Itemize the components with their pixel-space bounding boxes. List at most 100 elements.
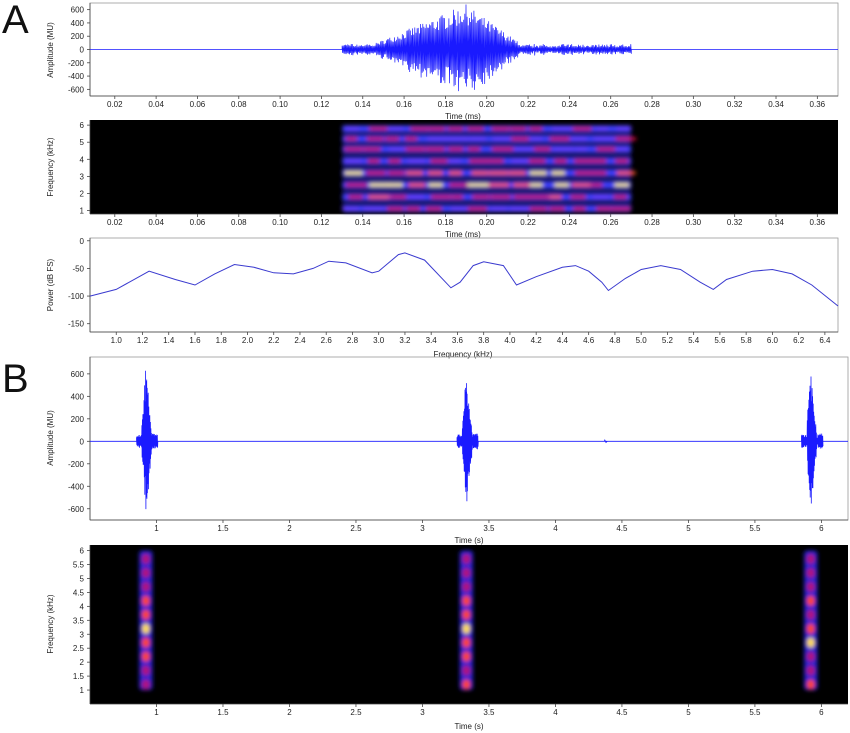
energy-patch (344, 159, 363, 163)
y-axis-label: Frequency (kHz) (46, 137, 55, 196)
x-tick-label: 2.5 (350, 708, 362, 717)
spectrogram-marks: 1 1.5 2 2.5 3 3.5 4 4.5 5 5.5 6 6 5.5 5 4.5 4 3.5 3 2.5 2 1.… (73, 545, 848, 717)
energy-patch (615, 137, 637, 141)
energy-patch (429, 159, 453, 163)
energy-patch (462, 595, 471, 606)
energy-patch (529, 207, 548, 211)
x-tick-label: 4.2 (531, 336, 543, 345)
energy-patch (448, 183, 471, 187)
x-tick-label: 4.0 (504, 336, 516, 345)
energy-patch (386, 183, 404, 187)
x-axis-label: Time (s) (454, 536, 483, 545)
waveform-marks: 1 1.5 2 2.5 3 3.5 4 4.5 5 5.5 6 600 400 200 0 -200 -400 -… (68, 357, 848, 533)
x-tick-label: 0.02 (107, 100, 123, 109)
x-tick-label: 5.5 (749, 708, 761, 717)
energy-patch (462, 567, 471, 578)
energy-patch (529, 183, 543, 187)
energy-patch (467, 147, 481, 151)
x-tick-label: 1 (154, 524, 159, 533)
x-tick-label: 5.0 (636, 336, 648, 345)
energy-patch (572, 207, 587, 211)
y-tick-label: 2 (80, 189, 85, 198)
energy-patch (344, 147, 364, 151)
energy-patch (491, 126, 510, 131)
energy-patch (571, 183, 593, 187)
energy-patch (405, 171, 424, 175)
y-tick-label: -100 (68, 292, 85, 301)
y-axis-label: Frequency (kHz) (46, 594, 55, 653)
chart-a-spectrogram: 0.02 0.04 0.06 0.08 0.10 0.12 0.14 0.16 0.18 0.20… (46, 120, 838, 239)
energy-patch (570, 195, 587, 199)
y-tick-label: 3.5 (73, 616, 85, 625)
power-spectrum-marks: 1.0 1.2 1.4 1.6 1.8 2.0 2.2 2.4 2.6 2.8 3.0 3.2 3.4 3… (68, 237, 839, 345)
energy-patch (528, 137, 543, 141)
energy-patch (509, 126, 527, 131)
energy-patch (405, 147, 426, 151)
energy-patch (447, 137, 470, 141)
x-tick-label: 0.22 (520, 218, 536, 227)
energy-patch (508, 171, 527, 175)
y-tick-label: 400 (71, 19, 85, 28)
chart-b-spectrogram: 1 1.5 2 2.5 3 3.5 4 4.5 5 5.5 6 6 5.5 5 4.5 4 3.5 3 2.5 2 1.… (46, 545, 848, 731)
y-tick-label: 6 (80, 121, 85, 130)
energy-patch (448, 171, 463, 175)
energy-patch (533, 147, 551, 151)
y-tick-label: 4 (80, 155, 85, 164)
energy-patch (513, 147, 535, 151)
x-tick-label: 0.06 (190, 218, 206, 227)
x-tick-label: 0.30 (686, 100, 702, 109)
y-tick-label: 4 (80, 602, 85, 611)
waveform-marks: 0.02 0.04 0.06 0.08 0.10 0.12 0.14 0.16 0.18 0.20… (68, 3, 838, 109)
energy-patch (549, 195, 562, 199)
x-tick-label: 2 (287, 708, 292, 717)
energy-patch (615, 147, 629, 151)
energy-patch (471, 171, 489, 175)
x-tick-label: 3.6 (452, 336, 464, 345)
energy-patch (569, 137, 588, 141)
x-tick-label: 0.04 (148, 100, 164, 109)
y-tick-label: -150 (68, 320, 85, 329)
energy-patch (462, 581, 471, 592)
x-tick-label: 0.24 (562, 218, 578, 227)
y-tick-label: 6 (80, 547, 85, 556)
x-tick-label: 3.2 (399, 336, 411, 345)
x-tick-label: 0.04 (148, 218, 164, 227)
x-tick-label: 2.8 (347, 336, 359, 345)
x-tick-label: 5.2 (662, 336, 674, 345)
x-tick-label: 6.0 (767, 336, 779, 345)
energy-patch (427, 137, 450, 141)
energy-patch (141, 623, 150, 634)
x-tick-label: 0.22 (520, 100, 536, 109)
x-tick-label: 0.08 (231, 100, 247, 109)
energy-patch (388, 147, 409, 151)
x-axis-label: Frequency (kHz) (433, 350, 492, 359)
x-axis-label: Time (ms) (445, 112, 481, 121)
y-tick-label: -200 (68, 460, 85, 469)
x-tick-label: 0.26 (603, 100, 619, 109)
x-tick-label: 5.5 (749, 524, 761, 533)
energy-patch (469, 159, 492, 163)
energy-patch (510, 137, 530, 141)
energy-patch (462, 651, 471, 662)
energy-patch (141, 651, 150, 662)
energy-patch (389, 195, 411, 199)
energy-patch (425, 207, 442, 211)
energy-patch (806, 581, 815, 592)
y-tick-label: 1.5 (73, 672, 85, 681)
energy-patch (347, 195, 364, 199)
energy-patch (806, 553, 815, 564)
y-tick-label: 400 (71, 392, 85, 401)
x-tick-label: 0.36 (810, 218, 826, 227)
energy-patch (492, 137, 512, 141)
y-axis-label: Amplitude (MU) (46, 410, 55, 466)
waveform-trace (90, 370, 848, 510)
energy-patch (513, 195, 536, 199)
x-tick-label: 0.06 (190, 100, 206, 109)
x-tick-label: 4.4 (557, 336, 569, 345)
waveform-trace (90, 4, 838, 92)
energy-patch (363, 207, 385, 211)
energy-patch (512, 183, 531, 187)
energy-patch (806, 679, 815, 690)
chart-a-waveform: 0.02 0.04 0.06 0.08 0.10 0.12 0.14 0.16 0.18 0.20… (46, 2, 839, 121)
